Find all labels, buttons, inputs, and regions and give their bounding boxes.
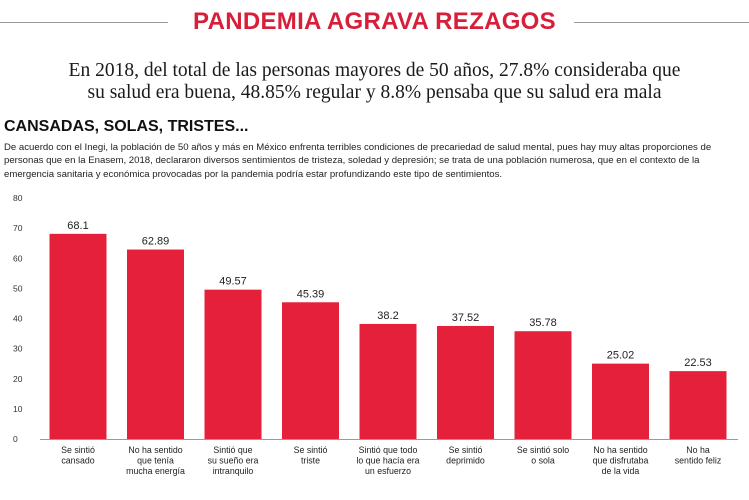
bar-value-label: 22.53 xyxy=(684,357,712,369)
y-tick-label: 60 xyxy=(13,253,23,263)
bar xyxy=(204,289,262,439)
bar-value-label: 37.52 xyxy=(452,312,480,324)
y-tick-label: 0 xyxy=(13,434,18,444)
bar xyxy=(592,363,649,439)
section-body: De acuerdo con el Inegi, la población de… xyxy=(4,142,712,180)
bar-value-label: 25.02 xyxy=(607,350,635,362)
bar xyxy=(49,233,107,439)
bar-value-label: 38.2 xyxy=(377,310,398,322)
bar-chart: 0 10 20 30 40 50 60 70 80 68.1 Se sintió cansado 62.… xyxy=(13,193,738,476)
bar-value-label: 49.57 xyxy=(219,276,247,288)
bar xyxy=(437,325,494,439)
subtitle: En 2018, del total de las personas mayor… xyxy=(40,60,709,104)
bar xyxy=(669,371,727,439)
y-tick-label: 80 xyxy=(13,193,23,203)
section-heading: CANSADAS, SOLAS, TRISTES... xyxy=(4,118,249,135)
y-tick-label: 40 xyxy=(13,314,23,324)
x-category-label: No ha sentido que disfrutaba de la vida xyxy=(593,445,649,476)
x-category-label: Se sintió cansado xyxy=(61,445,95,466)
subtitle-line-1: En 2018, del total de las personas mayor… xyxy=(68,60,681,81)
x-category-label: No ha sentido feliz xyxy=(675,445,721,466)
x-category-label: No ha sentido que tenía mucha energía xyxy=(126,445,185,476)
x-category-label: Se sintió triste xyxy=(294,445,328,466)
bar-value-label: 68.1 xyxy=(67,220,88,232)
title-rule-left xyxy=(0,22,168,23)
title-rule-right xyxy=(574,22,749,23)
y-tick-label: 20 xyxy=(13,374,23,384)
bar-value-label: 62.89 xyxy=(142,236,170,248)
subtitle-line-2: su salud era buena, 48.85% regular y 8.8… xyxy=(87,82,662,103)
bar xyxy=(359,323,417,439)
bar xyxy=(127,249,184,439)
bar-value-label: 45.39 xyxy=(297,288,325,300)
y-tick-label: 30 xyxy=(13,344,23,354)
y-tick-label: 70 xyxy=(13,223,23,233)
y-tick-label: 50 xyxy=(13,283,23,293)
x-category-label: Se sintió deprimido xyxy=(446,445,485,466)
x-category-label: Se sintió solo o sola xyxy=(517,445,569,466)
bar-value-label: 35.78 xyxy=(529,317,557,329)
y-tick-label: 10 xyxy=(13,404,23,414)
x-category-label: Sintió que todo lo que hacía era un esfuer… xyxy=(356,445,419,476)
bar xyxy=(282,302,339,439)
bar xyxy=(514,331,572,439)
x-category-label: Sintió que su sueño era intranquilo xyxy=(208,445,259,476)
page-title: PANDEMIA AGRAVA REZAGOS xyxy=(193,8,556,35)
